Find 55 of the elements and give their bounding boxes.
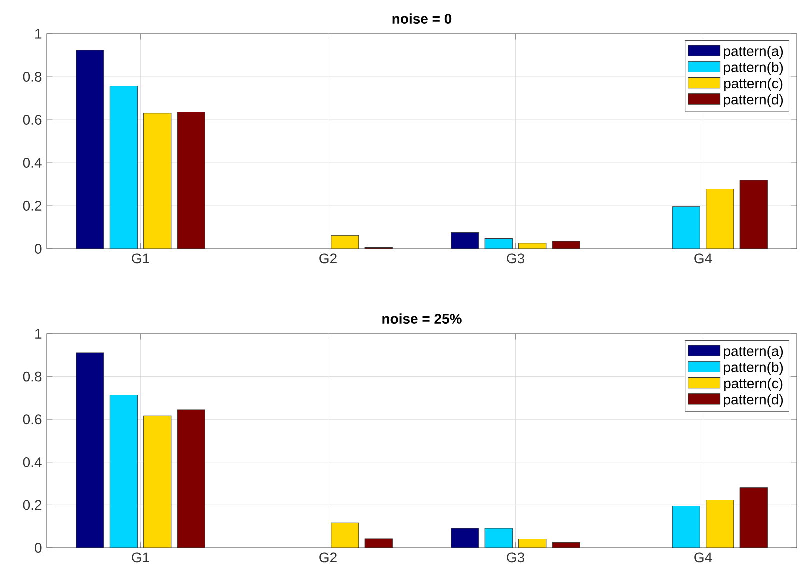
y-tick-label: 0.4 bbox=[23, 158, 42, 168]
bar bbox=[451, 232, 480, 249]
y-tick-label: 1 bbox=[36, 29, 42, 39]
y-tick-label: 0.2 bbox=[23, 201, 42, 211]
bar bbox=[76, 352, 104, 548]
bar bbox=[672, 506, 700, 548]
legend-label: pattern(b) bbox=[724, 62, 784, 76]
bar bbox=[451, 528, 480, 548]
legend-label: pattern(c) bbox=[724, 378, 783, 392]
bar bbox=[76, 50, 104, 249]
legend-label: pattern(c) bbox=[724, 78, 783, 92]
bar bbox=[484, 238, 513, 249]
bar bbox=[706, 500, 734, 548]
x-tick-label: G1 bbox=[132, 254, 150, 264]
x-tick-label: G2 bbox=[320, 254, 337, 264]
bar bbox=[110, 86, 138, 249]
bar bbox=[177, 112, 206, 249]
x-tick-label: G3 bbox=[507, 552, 524, 563]
bar bbox=[110, 394, 138, 548]
x-tick-label: G4 bbox=[694, 552, 712, 563]
y-tick-label: 0 bbox=[35, 543, 42, 553]
bar bbox=[552, 542, 580, 548]
legend-label: pattern(a) bbox=[724, 46, 784, 60]
chart-title: noise = 25% bbox=[382, 314, 462, 324]
bar bbox=[518, 243, 547, 249]
bar bbox=[177, 410, 206, 548]
y-tick-label: 0.4 bbox=[23, 457, 42, 468]
bar bbox=[740, 488, 768, 548]
legend-label: pattern(d) bbox=[724, 94, 784, 108]
chart-title: noise = 0 bbox=[392, 14, 452, 24]
legend-label: pattern(b) bbox=[724, 362, 784, 376]
bar bbox=[518, 538, 547, 548]
bar bbox=[364, 538, 393, 548]
bar bbox=[672, 206, 700, 249]
legend-label: pattern(d) bbox=[724, 394, 784, 408]
y-tick-label: 0.2 bbox=[23, 500, 42, 510]
y-tick-label: 0.6 bbox=[23, 115, 42, 125]
x-tick-label: G2 bbox=[320, 552, 337, 563]
legend-label: pattern(a) bbox=[724, 346, 784, 360]
y-tick-label: 0.6 bbox=[23, 414, 42, 425]
bar bbox=[706, 188, 734, 249]
x-tick-label: G4 bbox=[694, 254, 712, 264]
bar bbox=[552, 241, 580, 249]
y-tick-label: 1 bbox=[36, 329, 42, 339]
x-tick-label: G1 bbox=[132, 552, 150, 563]
bar bbox=[740, 180, 768, 249]
bar bbox=[144, 113, 172, 249]
bar bbox=[484, 528, 513, 548]
y-tick-label: 0.8 bbox=[23, 372, 42, 382]
bar bbox=[331, 235, 360, 249]
y-tick-label: 0 bbox=[35, 244, 42, 254]
y-tick-label: 0.8 bbox=[23, 72, 42, 82]
x-tick-label: G3 bbox=[507, 254, 524, 264]
bar bbox=[144, 416, 172, 548]
bar bbox=[331, 522, 360, 548]
